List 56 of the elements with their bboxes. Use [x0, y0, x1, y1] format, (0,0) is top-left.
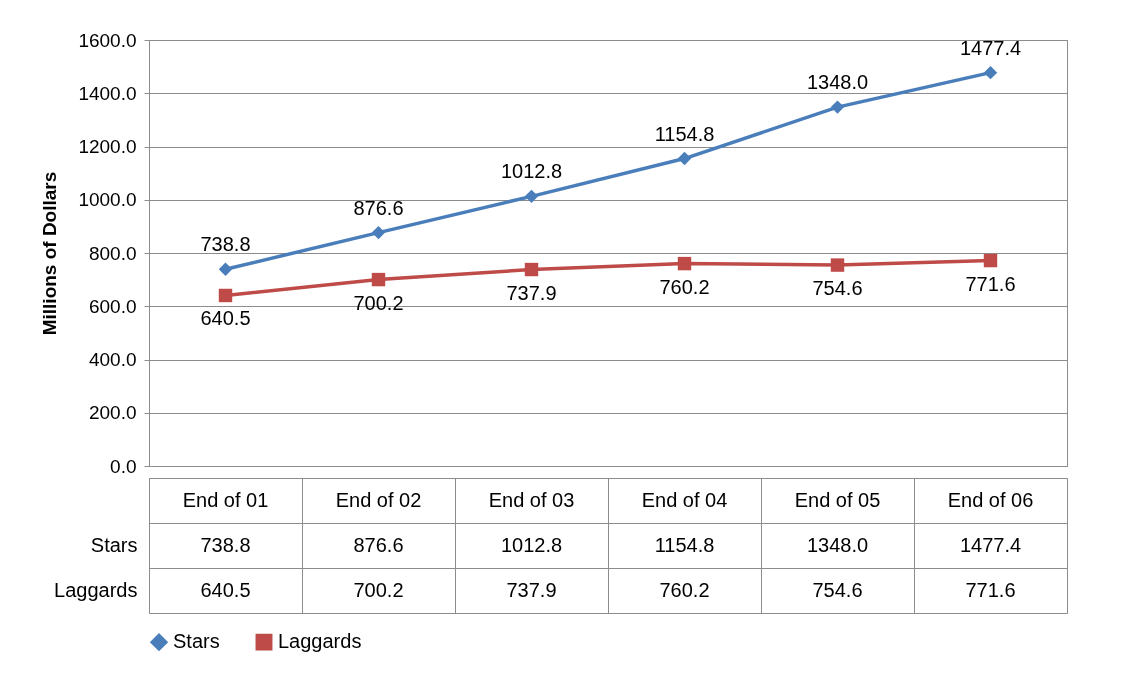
data-label: 876.6	[353, 533, 404, 556]
y-axis-title: Millions of Dollars	[39, 171, 61, 336]
point	[830, 258, 845, 272]
legend-label: Laggards	[278, 630, 362, 653]
text: 760.2	[659, 275, 710, 298]
text: 771.6	[965, 272, 1016, 295]
text: 700.2	[353, 291, 404, 314]
text: 737.9	[506, 281, 557, 304]
point	[371, 272, 386, 287]
point	[983, 65, 998, 80]
point	[218, 262, 233, 276]
point	[677, 151, 692, 166]
text: 640.5	[200, 307, 251, 330]
x-tick-label: End of 04	[641, 488, 728, 511]
point	[524, 189, 539, 204]
data-label: 1477.4	[959, 533, 1022, 556]
point	[524, 262, 539, 277]
data-label: 1348.0	[806, 533, 869, 556]
text: 1012.8	[500, 160, 563, 183]
text: 876.6	[353, 196, 404, 219]
point	[218, 288, 233, 303]
data-label: 1154.8	[654, 533, 715, 556]
legend-label: Stars	[173, 630, 220, 653]
point	[830, 100, 845, 114]
y-tick-label: 1600.0	[78, 29, 137, 51]
text: 1348.0	[806, 71, 869, 94]
data-label: 737.9	[506, 578, 557, 601]
text: Laggards	[54, 578, 138, 601]
text: Stars	[90, 533, 138, 556]
y-tick-label: 600.0	[88, 295, 137, 317]
data-label: 700.2	[353, 578, 404, 601]
data-label: 771.6	[965, 578, 1016, 601]
data-label: 640.5	[200, 578, 251, 601]
point	[677, 256, 692, 271]
y-tick-label: 1200.0	[78, 136, 137, 157]
point	[983, 253, 998, 268]
point	[371, 225, 386, 240]
x-tick-label: End of 02	[335, 488, 422, 511]
data-label: 738.8	[200, 533, 251, 556]
data-label: 1012.8	[500, 533, 563, 556]
y-tick-label: 800.0	[88, 242, 137, 264]
y-tick-label: 1400.0	[78, 82, 137, 104]
data-label: 760.2	[659, 578, 710, 601]
y-tick-label: 200.0	[88, 402, 137, 424]
data-label: 754.6	[812, 578, 863, 601]
x-tick-label: End of 03	[488, 488, 575, 511]
text: 1477.4	[959, 36, 1022, 59]
x-tick-label: End of 05	[794, 488, 881, 511]
x-tick-label: End of 06	[947, 488, 1034, 511]
text: 1154.8	[654, 122, 715, 145]
y-tick-label: 1000.0	[78, 189, 137, 211]
x-tick-label: End of 01	[182, 488, 269, 511]
text: 754.6	[812, 277, 863, 300]
y-tick-label: 0.0	[110, 455, 137, 477]
text: 738.8	[200, 233, 251, 256]
y-tick-label: 400.0	[88, 349, 137, 370]
